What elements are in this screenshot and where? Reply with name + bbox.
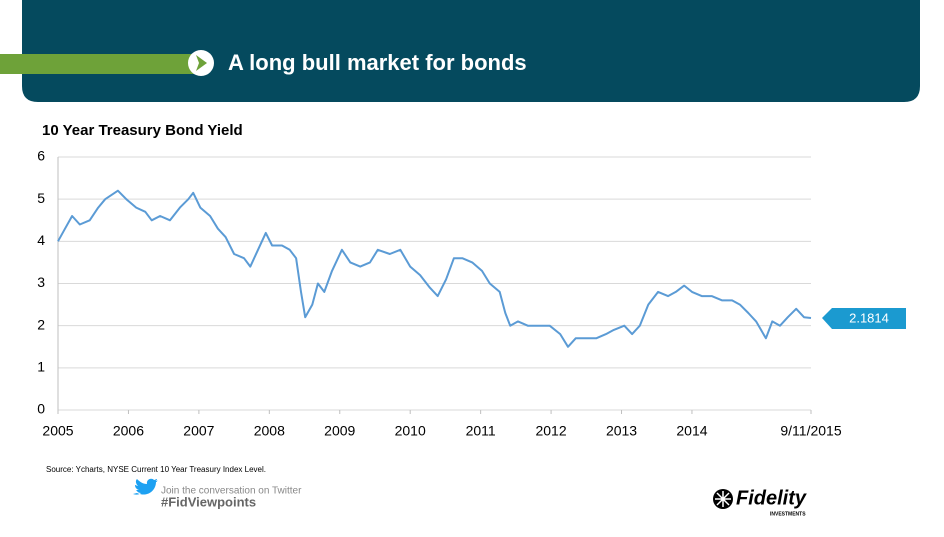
x-tick-label: 2014: [676, 423, 707, 439]
twitter-icon: [133, 478, 158, 495]
y-tick-label: 4: [37, 232, 45, 248]
source-note: Source: Ycharts, NYSE Current 10 Year Tr…: [46, 465, 266, 474]
x-tick-label: 2008: [254, 423, 285, 439]
x-tick-label: 2005: [42, 423, 73, 439]
x-tick-label: 2010: [395, 423, 426, 439]
y-tick-label: 6: [37, 148, 45, 164]
x-tick-label: 9/11/2015: [780, 423, 841, 439]
chart-title: 10 Year Treasury Bond Yield: [42, 122, 243, 139]
logo-text: Fidelity: [736, 487, 807, 509]
twitter-prompt: Join the conversation on Twitter: [161, 486, 302, 497]
logo-subtext: INVESTMENTS: [770, 511, 806, 517]
x-tick-label: 2011: [466, 423, 496, 439]
x-tick-label: 2009: [324, 423, 355, 439]
header-band: [22, 0, 920, 102]
y-tick-label: 1: [37, 359, 45, 375]
slide-title: A long bull market for bonds: [228, 50, 527, 75]
arrow-chevron: [196, 55, 207, 71]
x-tick-label: 2013: [606, 423, 637, 439]
callout-box: [822, 308, 906, 330]
x-tick-label: 2012: [535, 423, 566, 439]
y-tick-label: 5: [37, 190, 45, 206]
y-tick-label: 3: [37, 274, 45, 290]
logo-mark-rays: [715, 491, 731, 507]
data-line: [57, 189, 812, 348]
y-tick-label: 2: [37, 316, 45, 332]
accent-bar: [0, 54, 196, 74]
x-tick-label: 2007: [183, 423, 214, 439]
callout-label: 2.1814: [849, 310, 889, 325]
hashtag: #FidViewpoints: [161, 494, 256, 509]
x-tick-label: 2006: [113, 423, 144, 439]
y-tick-label: 0: [37, 401, 45, 417]
